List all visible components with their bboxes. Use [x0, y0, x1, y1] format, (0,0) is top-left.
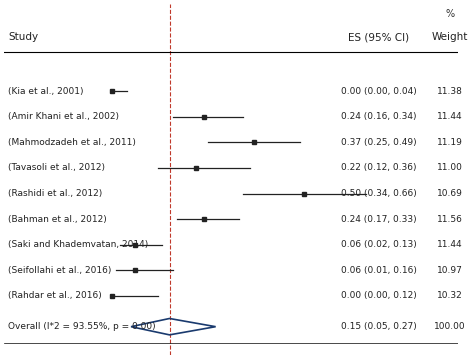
Text: (Tavasoli et al., 2012): (Tavasoli et al., 2012)	[8, 163, 105, 172]
Text: 100.00: 100.00	[434, 322, 466, 331]
Text: (Rahdar et al., 2016): (Rahdar et al., 2016)	[8, 292, 102, 300]
Text: 11.00: 11.00	[437, 163, 463, 172]
Text: 11.38: 11.38	[437, 87, 463, 96]
Text: (Bahman et al., 2012): (Bahman et al., 2012)	[8, 215, 107, 224]
Text: 0.15 (0.05, 0.27): 0.15 (0.05, 0.27)	[341, 322, 417, 331]
Text: (Seifollahi et al., 2016): (Seifollahi et al., 2016)	[8, 266, 111, 275]
Text: Overall (I*2 = 93.55%, p = 0.00): Overall (I*2 = 93.55%, p = 0.00)	[8, 322, 155, 331]
Text: Study: Study	[8, 32, 38, 42]
Text: 0.00 (0.00, 0.12): 0.00 (0.00, 0.12)	[341, 292, 417, 300]
Text: Weight: Weight	[432, 32, 468, 42]
Text: (Kia et al., 2001): (Kia et al., 2001)	[8, 87, 83, 96]
Text: (Amir Khani et al., 2002): (Amir Khani et al., 2002)	[8, 112, 119, 121]
Text: 11.44: 11.44	[438, 112, 463, 121]
Text: ES (95% CI): ES (95% CI)	[348, 32, 410, 42]
Text: 0.24 (0.17, 0.33): 0.24 (0.17, 0.33)	[341, 215, 417, 224]
Text: 11.19: 11.19	[437, 138, 463, 147]
Text: (Saki and Khademvatan, 2014): (Saki and Khademvatan, 2014)	[8, 240, 148, 249]
Text: 0.06 (0.01, 0.16): 0.06 (0.01, 0.16)	[341, 266, 417, 275]
Text: (Rashidi et al., 2012): (Rashidi et al., 2012)	[8, 189, 102, 198]
Text: 0.24 (0.16, 0.34): 0.24 (0.16, 0.34)	[341, 112, 417, 121]
Text: 0.37 (0.25, 0.49): 0.37 (0.25, 0.49)	[341, 138, 417, 147]
Text: 11.44: 11.44	[438, 240, 463, 249]
Text: 10.32: 10.32	[438, 292, 463, 300]
Text: 0.22 (0.12, 0.36): 0.22 (0.12, 0.36)	[341, 163, 417, 172]
Text: %: %	[446, 9, 455, 19]
Text: 0.50 (0.34, 0.66): 0.50 (0.34, 0.66)	[341, 189, 417, 198]
Text: 10.97: 10.97	[437, 266, 463, 275]
Text: (Mahmodzadeh et al., 2011): (Mahmodzadeh et al., 2011)	[8, 138, 136, 147]
Text: 10.69: 10.69	[437, 189, 463, 198]
Text: 0.00 (0.00, 0.04): 0.00 (0.00, 0.04)	[341, 87, 417, 96]
Text: 11.56: 11.56	[437, 215, 463, 224]
Text: 0.06 (0.02, 0.13): 0.06 (0.02, 0.13)	[341, 240, 417, 249]
